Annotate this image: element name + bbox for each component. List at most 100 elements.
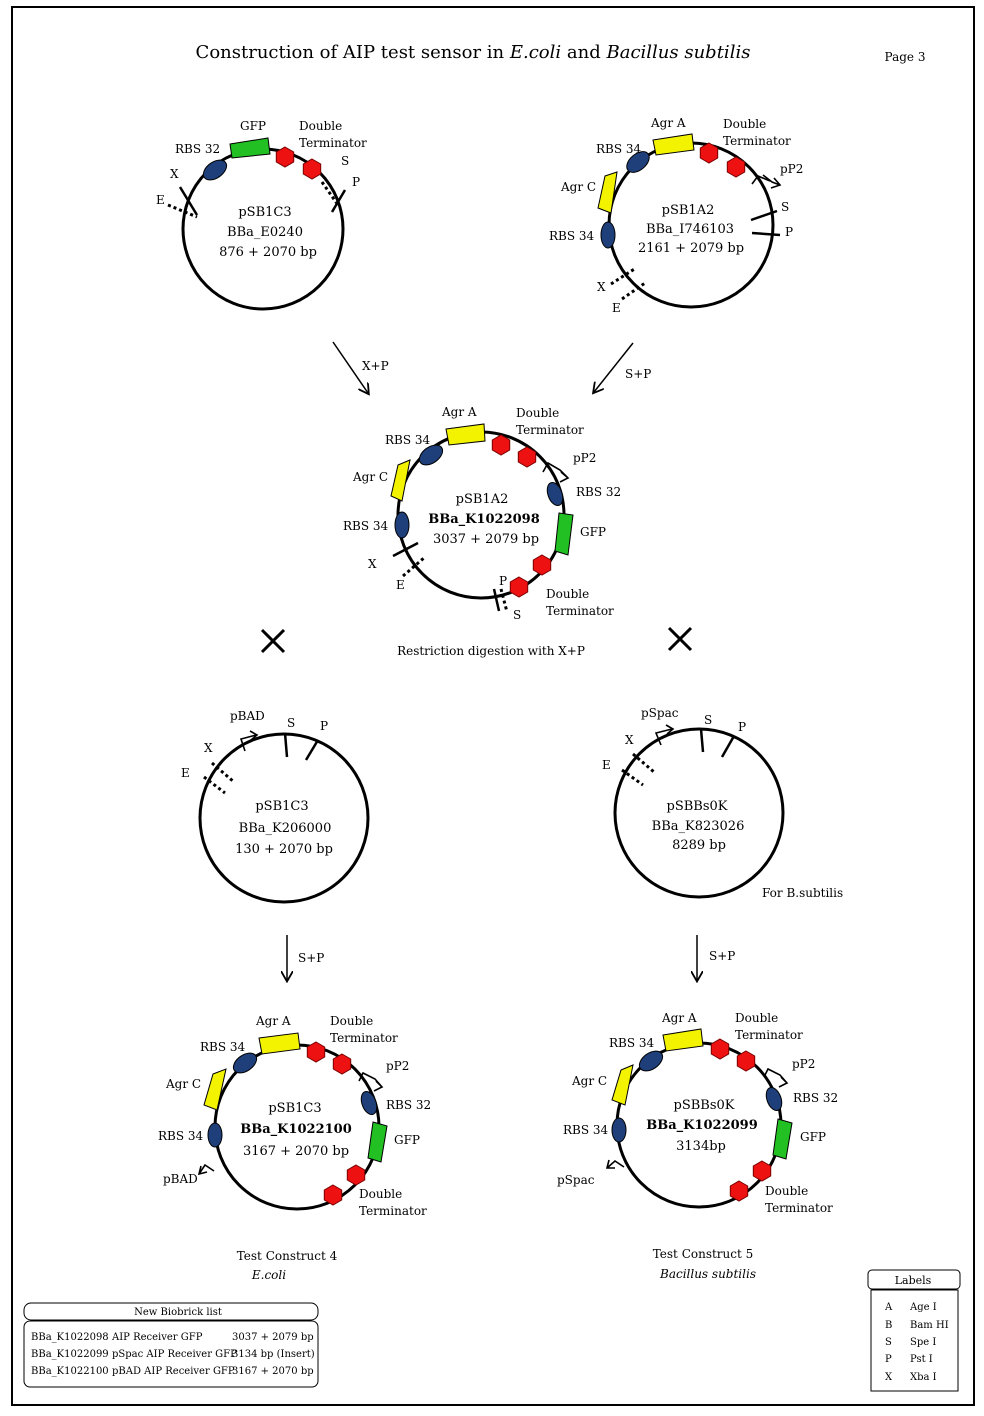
- label-rbs: RBS 32: [793, 1091, 838, 1105]
- legend-row: P Pst I: [885, 1354, 933, 1365]
- svg-text:P: P: [885, 1354, 892, 1365]
- svg-text:Spe I: Spe I: [910, 1337, 936, 1348]
- xba-site: [632, 752, 655, 774]
- xba-site: [211, 761, 235, 784]
- label-e: E: [396, 578, 405, 592]
- terminator-marker: [491, 434, 511, 456]
- svg-text:Age I: Age I: [909, 1302, 937, 1313]
- pst-site: [492, 588, 501, 612]
- terminator-marker: [306, 1041, 326, 1063]
- label-term: Double: [723, 117, 766, 131]
- spe-site: [283, 732, 289, 758]
- plasmid-part: BBa_K1022098: [428, 512, 540, 527]
- svg-text:X: X: [885, 1372, 893, 1383]
- label-term: Terminator: [765, 1201, 833, 1215]
- rbs-marker: [360, 1090, 378, 1116]
- page-frame: [11, 6, 975, 1406]
- label-rbs: RBS 34: [563, 1123, 609, 1137]
- plasmid-part: BBa_I746103: [646, 222, 734, 237]
- label-x: X: [368, 557, 377, 571]
- plasmid-size: 3134bp: [676, 1139, 726, 1154]
- gfp-gene: [554, 512, 574, 556]
- list-item: BBa_K1022099 pSpac AIP Receiver GFP 3134…: [31, 1349, 315, 1360]
- pspac-promoter: [654, 724, 675, 746]
- arrow-label: S+P: [625, 367, 651, 381]
- label-s: S: [781, 200, 789, 214]
- construct-caption: Test Construct 5: [653, 1247, 754, 1261]
- rbs-marker: [546, 481, 564, 507]
- label-gfp: GFP: [394, 1133, 420, 1147]
- labels-legend: Labels A Age I B Bam HI S Spe I P Pst I …: [867, 1269, 961, 1392]
- label-x: X: [170, 167, 179, 181]
- xba-site: [610, 266, 637, 286]
- pst-site: [330, 189, 347, 213]
- plasmid-1: GFP RBS 32 Double Terminator X E S P pSB…: [156, 119, 367, 311]
- arrow-right-s-p: S+P: [697, 935, 735, 980]
- pp2-promoter: [762, 174, 782, 189]
- arrow-s-p: S+P: [594, 342, 651, 392]
- label-rbs: RBS 34: [343, 519, 389, 533]
- terminator-marker: [302, 158, 322, 180]
- pst-site: [751, 231, 781, 237]
- label-e: E: [612, 301, 621, 315]
- rbs-marker: [232, 1052, 258, 1074]
- label-gfp: GFP: [580, 525, 606, 539]
- label-agr-a: Agr A: [650, 116, 686, 130]
- label-term: Terminator: [359, 1204, 427, 1218]
- rbs-marker: [418, 444, 444, 466]
- svg-text:3134 bp (Insert): 3134 bp (Insert): [232, 1349, 315, 1360]
- rbs-marker: [638, 1050, 664, 1072]
- biobrick-list-header: New Biobrick list: [134, 1307, 222, 1318]
- gfp-gene: [772, 1118, 793, 1160]
- svg-text:BBa_K1022098: BBa_K1022098: [31, 1332, 109, 1343]
- plasmid-part: BBa_K1022100: [240, 1122, 352, 1137]
- plasmid-7: Agr A RBS 34 Agr C RBS 34 pSpac Double T…: [557, 1011, 838, 1281]
- pp2-promoter: [763, 1067, 789, 1088]
- terminator-marker: [275, 146, 295, 168]
- construct-organism: E.coli: [251, 1268, 286, 1282]
- pp2-promoter: [542, 461, 570, 483]
- agr-a-gene: [662, 1028, 704, 1052]
- label-agr-a: Agr A: [441, 405, 477, 419]
- label-gfp: GFP: [800, 1130, 826, 1144]
- spe-site: [320, 181, 340, 206]
- plasmid-size: 8289 bp: [672, 838, 726, 853]
- eco-site: [621, 281, 646, 301]
- label-term: Double: [516, 406, 559, 420]
- label-s: S: [341, 154, 349, 168]
- svg-text:AIP Receiver GFP: AIP Receiver GFP: [111, 1332, 203, 1343]
- pst-site: [304, 739, 320, 761]
- label-rbs: RBS 32: [576, 485, 621, 499]
- label-s: S: [513, 608, 521, 622]
- label-term: Double: [765, 1184, 808, 1198]
- plasmid-5: pSpac X E S P pSBBs0K BBa_K823026 8289 b…: [602, 706, 843, 900]
- terminator-marker: [532, 554, 552, 576]
- pspac-promoter: [605, 1159, 625, 1169]
- label-pp2: pP2: [792, 1057, 815, 1071]
- pbad-promoter: [239, 730, 259, 752]
- label-e: E: [602, 758, 611, 772]
- svg-text:pBAD AIP Receiver GFP: pBAD AIP Receiver GFP: [112, 1366, 235, 1377]
- spe-site: [750, 209, 778, 222]
- plasmid-2: Agr A RBS 34 Agr C RBS 34 Double Termina…: [549, 116, 803, 315]
- arrow-label: S+P: [709, 949, 735, 963]
- agr-a-gene: [258, 1032, 301, 1055]
- plasmid-part: BBa_E0240: [227, 225, 303, 240]
- terminator-marker: [752, 1160, 772, 1182]
- label-rbs: RBS 32: [175, 142, 220, 156]
- label-term: Terminator: [546, 604, 614, 618]
- agr-c-gene: [390, 459, 411, 502]
- legend-row: X Xba I: [885, 1372, 937, 1383]
- plasmid-3: Agr A RBS 34 Agr C RBS 34 Double Termina…: [343, 405, 621, 622]
- label-x: X: [597, 280, 606, 294]
- label-p: P: [352, 175, 360, 189]
- eco-site: [167, 203, 198, 219]
- terminator-marker: [699, 142, 719, 164]
- pst-site: [720, 735, 736, 758]
- construct-caption: Test Construct 4: [237, 1249, 338, 1263]
- label-rbs: RBS 34: [158, 1129, 204, 1143]
- label-agr-c: Agr C: [560, 180, 596, 194]
- label-agr-c: Agr C: [352, 470, 388, 484]
- page-number: Page 3: [885, 50, 926, 64]
- plasmid-part: BBa_K823026: [652, 819, 745, 834]
